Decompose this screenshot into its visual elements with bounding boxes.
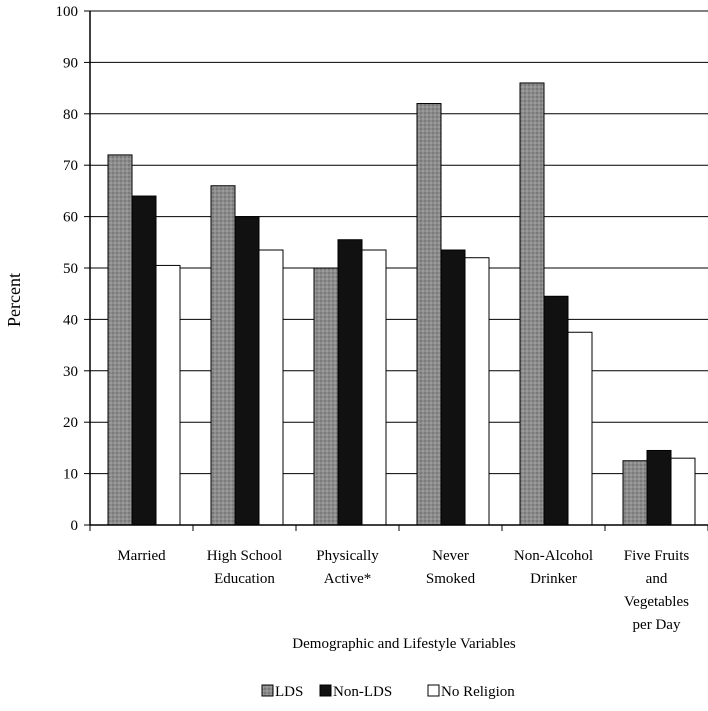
bar-non-lds-5 [646, 449, 672, 526]
category-label: Non-Alcohol [514, 548, 593, 564]
y-tick-label: 90 [63, 55, 78, 71]
bar-non-lds-4 [543, 295, 569, 526]
legend-swatch-lds [261, 684, 274, 697]
category-label: Education [214, 571, 275, 587]
y-tick-label: 20 [63, 415, 78, 431]
bar-lds-1 [210, 185, 236, 526]
bar-non-lds-2 [337, 239, 363, 526]
bar-lds-2 [313, 267, 339, 526]
y-tick-label: 80 [63, 107, 78, 123]
bar-lds-4 [519, 82, 545, 526]
bar-no-religion-5 [670, 457, 696, 526]
category-label: Five Fruits [624, 548, 690, 564]
bar-lds-0 [107, 154, 133, 526]
legend-label: No Religion [441, 684, 515, 700]
y-tick-label: 0 [71, 518, 79, 534]
y-tick-label: 40 [63, 312, 78, 328]
bar-non-lds-1 [234, 216, 260, 526]
bar-no-religion-4 [567, 331, 593, 526]
grid-lines [90, 10, 708, 475]
x-axis-title: Demographic and Lifestyle Variables [292, 636, 516, 652]
axes [84, 10, 708, 531]
y-tick-label: 50 [63, 261, 78, 277]
category-labels: Married High School Education Physically Act… [117, 548, 689, 633]
bar-non-lds-0 [131, 195, 157, 526]
bar-no-religion-2 [361, 249, 387, 526]
category-label: Active* [324, 571, 371, 587]
legend-label: Non-LDS [333, 684, 392, 700]
bar-no-religion-0 [155, 264, 181, 526]
y-tick-labels: 0 10 20 30 40 50 60 70 80 90 100 [56, 4, 79, 534]
bar-no-religion-1 [258, 249, 284, 526]
category-label: Vegetables [624, 594, 689, 610]
category-label: per Day [633, 617, 681, 633]
category-label: High School [207, 548, 282, 564]
bar-non-lds-3 [440, 249, 466, 526]
y-axis-title: Percent [4, 273, 24, 327]
y-tick-label: 30 [63, 364, 78, 380]
y-tick-label: 10 [63, 467, 78, 483]
category-label: Physically [316, 548, 379, 564]
category-label: Married [117, 548, 166, 564]
bar-lds-3 [416, 103, 442, 526]
category-label: Drinker [530, 571, 577, 587]
bar-lds-5 [622, 460, 648, 526]
legend-label: LDS [275, 684, 303, 700]
bar-no-religion-3 [464, 257, 490, 526]
legend-swatch-no-religion [427, 684, 440, 697]
category-label: Smoked [426, 571, 476, 587]
y-tick-label: 100 [56, 4, 79, 20]
legend-swatch-non-lds [319, 684, 332, 697]
y-tick-label: 70 [63, 158, 78, 174]
y-tick-label: 60 [63, 210, 78, 226]
bars [107, 82, 696, 526]
category-label: and [646, 571, 668, 587]
category-label: Never [432, 548, 469, 564]
legend: LDS Non-LDS No Religion [261, 684, 515, 700]
